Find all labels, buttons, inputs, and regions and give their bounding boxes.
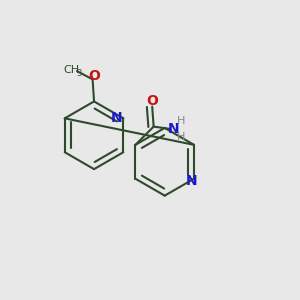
Text: H: H: [177, 116, 185, 126]
Text: N: N: [186, 174, 197, 188]
Text: 3: 3: [76, 69, 81, 78]
Text: N: N: [168, 122, 179, 136]
Text: H: H: [177, 132, 185, 142]
Text: O: O: [88, 69, 100, 83]
Text: CH: CH: [63, 64, 79, 75]
Text: N: N: [111, 111, 123, 125]
Text: O: O: [146, 94, 158, 108]
